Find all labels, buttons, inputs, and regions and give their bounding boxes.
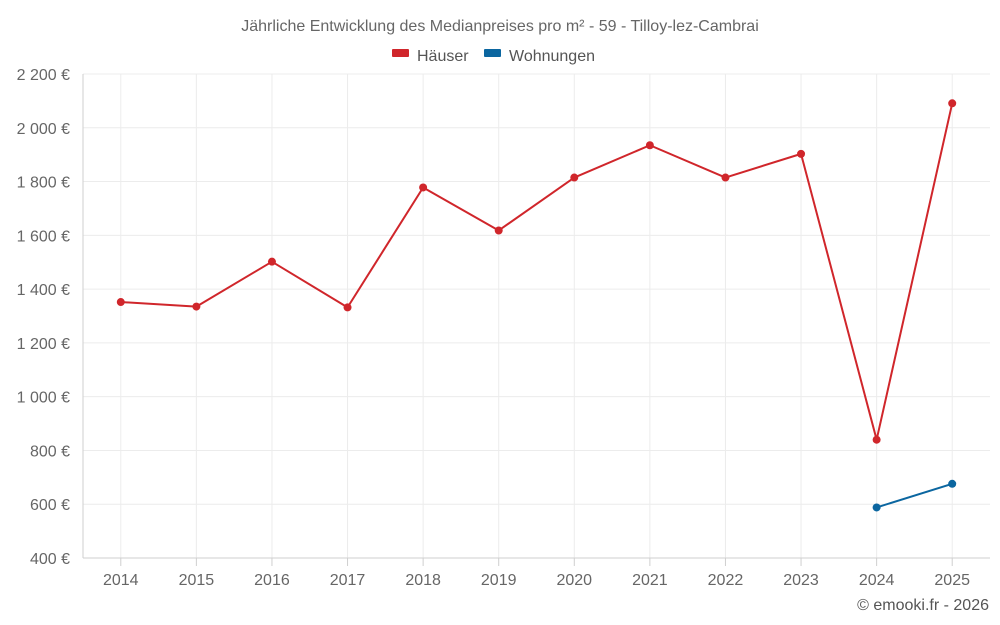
credit-text: © emooki.fr - 2026 — [857, 597, 989, 614]
legend-swatch-wohnungen — [484, 49, 501, 57]
y-axis-ticks: 400 € 600 € 800 € 1 000 € 1 200 € 1 400 € 1 60… — [17, 67, 70, 568]
x-tick-label: 2022 — [708, 572, 744, 589]
data-point-wohnungen[interactable] — [948, 479, 957, 488]
data-point-haeuser[interactable] — [116, 298, 125, 307]
x-tick-label: 2023 — [783, 572, 819, 589]
legend-swatch-haeuser — [392, 49, 409, 57]
legend: Häuser Wohnungen — [392, 48, 595, 65]
data-point-haeuser[interactable] — [872, 435, 881, 444]
x-tick-label: 2021 — [632, 572, 668, 589]
y-tick-label: 1 600 € — [17, 228, 70, 245]
chart-title: Jährliche Entwicklung des Medianpreises … — [241, 18, 759, 35]
y-tick-label: 2 200 € — [17, 67, 70, 84]
y-tick-label: 2 000 € — [17, 121, 70, 138]
data-point-wohnungen[interactable] — [872, 503, 881, 512]
y-tick-label: 800 € — [30, 443, 70, 460]
y-tick-label: 1 800 € — [17, 175, 70, 192]
data-point-haeuser[interactable] — [948, 99, 957, 108]
y-tick-label: 1 400 € — [17, 282, 70, 299]
x-tick-label: 2020 — [556, 572, 592, 589]
data-point-haeuser[interactable] — [419, 183, 428, 192]
series — [116, 99, 957, 512]
series-line-wohnungen — [876, 482, 953, 509]
x-tick-label: 2017 — [330, 572, 366, 589]
x-tick-label: 2014 — [103, 572, 139, 589]
x-tick-label: 2025 — [934, 572, 970, 589]
data-point-haeuser[interactable] — [192, 302, 201, 311]
y-tick-label: 400 € — [30, 551, 70, 568]
data-point-haeuser[interactable] — [721, 173, 730, 182]
data-point-haeuser[interactable] — [797, 149, 806, 158]
y-tick-label: 600 € — [30, 497, 70, 514]
x-tick-label: 2024 — [859, 572, 895, 589]
x-tick-label: 2016 — [254, 572, 290, 589]
data-point-haeuser[interactable] — [570, 173, 579, 182]
x-tick-label: 2015 — [179, 572, 215, 589]
x-tick-label: 2019 — [481, 572, 517, 589]
y-tick-label: 1 000 € — [17, 390, 70, 407]
data-point-haeuser[interactable] — [267, 257, 276, 266]
series-line-haeuser — [120, 103, 954, 441]
legend-item-wohnungen[interactable]: Wohnungen — [484, 48, 595, 65]
data-point-haeuser[interactable] — [494, 226, 503, 235]
legend-item-haeuser[interactable]: Häuser — [392, 48, 469, 65]
y-tick-label: 1 200 € — [17, 336, 70, 353]
x-axis-ticks: 2014 2015 2016 2017 2018 2019 2020 2021 2022 2023… — [103, 572, 970, 589]
x-tick-label: 2018 — [405, 572, 441, 589]
legend-label-haeuser: Häuser — [417, 48, 469, 65]
gridlines — [83, 73, 990, 558]
data-point-haeuser[interactable] — [343, 303, 352, 312]
axes — [82, 74, 990, 566]
legend-label-wohnungen: Wohnungen — [509, 48, 595, 65]
data-point-haeuser[interactable] — [645, 141, 654, 150]
